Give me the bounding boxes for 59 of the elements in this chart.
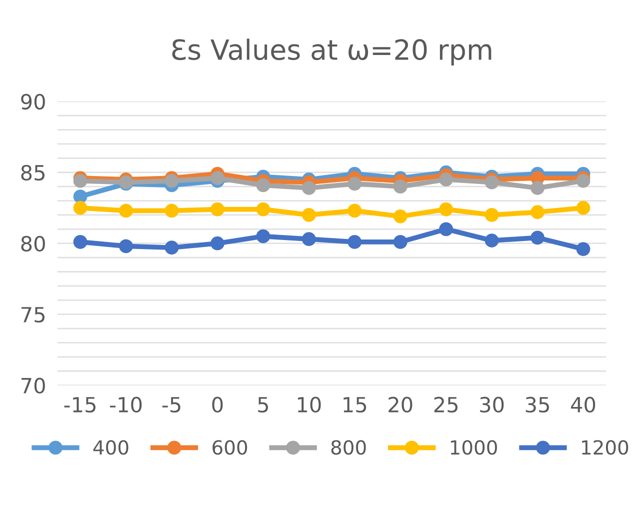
point: [439, 202, 454, 216]
point: [73, 234, 88, 249]
chart-title: Ɛs Values at ω=20 rpm: [172, 38, 492, 66]
x-tick-label: 20: [388, 396, 412, 413]
point: [256, 229, 270, 244]
point: [393, 209, 408, 224]
x-tick-label: 35: [526, 396, 549, 413]
point: [439, 172, 454, 186]
point: [348, 204, 362, 218]
point: [484, 234, 499, 248]
x-tick-label: -15: [64, 397, 96, 413]
point: [119, 239, 133, 254]
point: [256, 178, 270, 192]
point: [530, 205, 544, 220]
legend-label: 1200: [582, 440, 628, 455]
point: [484, 175, 499, 190]
point: [484, 208, 499, 222]
point: [119, 204, 133, 218]
point: [210, 202, 224, 216]
y-tick-label: 75: [22, 307, 44, 323]
point: [393, 234, 408, 249]
x-tick-label: 30: [480, 396, 504, 413]
legend-label: 400: [93, 440, 128, 455]
point: [164, 240, 179, 255]
point: [302, 232, 316, 246]
legend-label: 600: [212, 440, 248, 455]
x-tick-label: 0: [212, 396, 223, 413]
point: [73, 190, 88, 204]
point: [73, 200, 88, 215]
y-tick-label: 80: [21, 236, 45, 252]
x-tick-label: 5: [258, 397, 268, 413]
point: [210, 171, 224, 186]
x-tick-label: -5: [162, 397, 180, 413]
y-tick-label: 90: [21, 94, 45, 110]
point: [164, 204, 179, 218]
point: [530, 181, 544, 195]
x-tick-label: 10: [298, 396, 321, 413]
point: [302, 208, 316, 222]
point: [302, 181, 316, 195]
point: [576, 242, 590, 256]
point: [530, 230, 544, 245]
x-tick-label: 15: [344, 397, 366, 413]
point: [576, 200, 590, 215]
point: [348, 234, 362, 249]
x-tick-label: 25: [434, 396, 458, 413]
point: [256, 202, 270, 216]
y-tick-label: 70: [22, 378, 45, 394]
point: [210, 236, 224, 250]
legend-label: 800: [331, 440, 366, 455]
x-tick-label: 40: [571, 396, 596, 413]
point: [348, 176, 362, 191]
point: [73, 174, 88, 188]
x-tick-label: -10: [110, 396, 142, 413]
y-tick-label: 85: [21, 164, 44, 181]
point: [393, 180, 408, 194]
point: [576, 174, 590, 188]
point: [439, 222, 454, 236]
legend-label: 1000: [450, 440, 497, 455]
point: [164, 174, 179, 188]
